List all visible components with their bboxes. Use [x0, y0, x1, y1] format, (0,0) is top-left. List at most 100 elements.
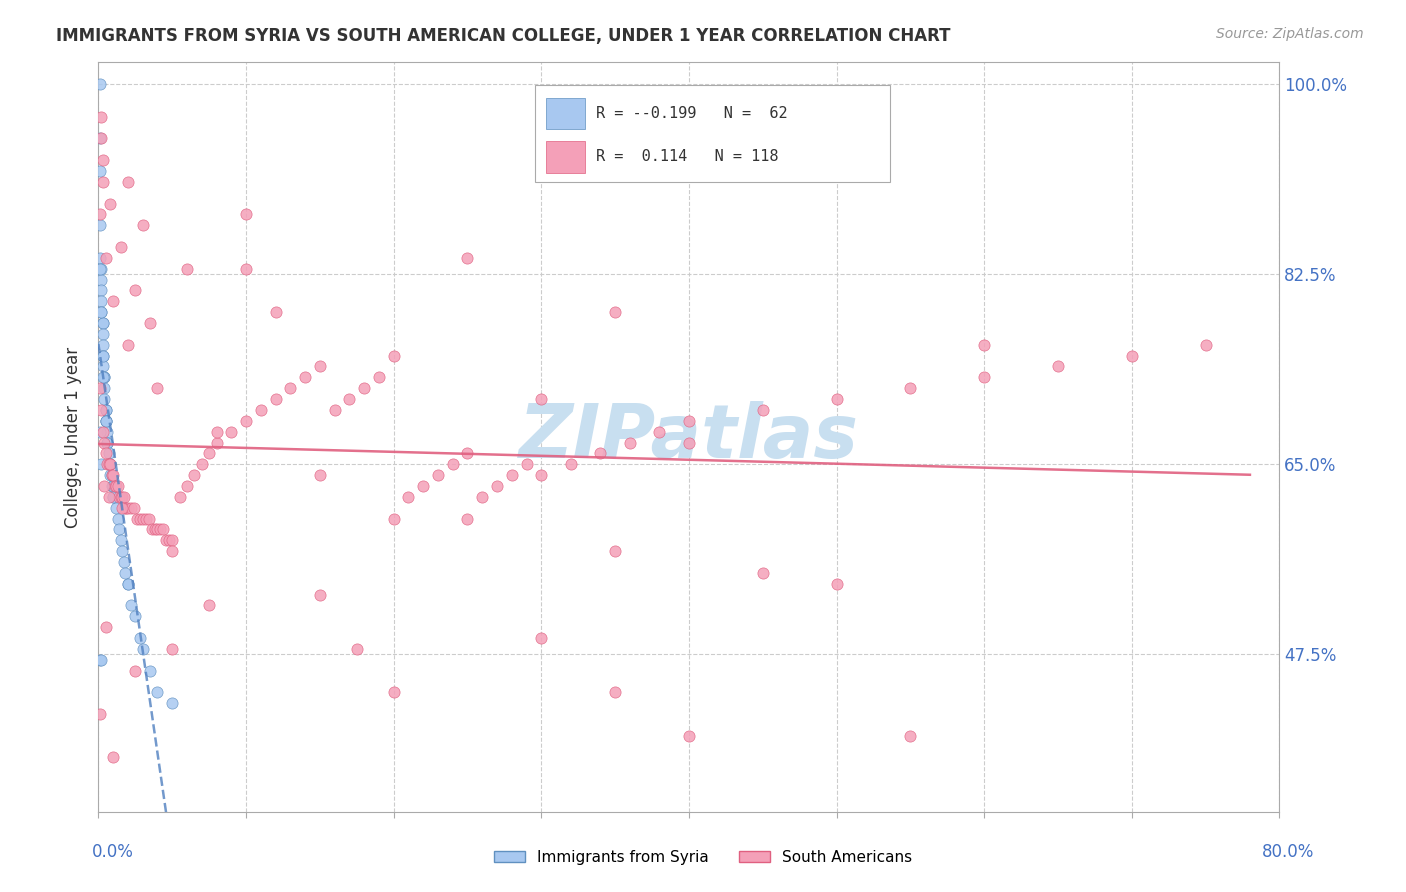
Point — [457, 251, 479, 265]
Point — [91, 359, 114, 374]
Point — [294, 370, 316, 384]
Point — [560, 457, 582, 471]
Point — [441, 457, 464, 471]
Text: 80.0%: 80.0% — [1263, 843, 1315, 861]
Point — [619, 435, 641, 450]
Point — [152, 522, 174, 536]
Point — [94, 403, 117, 417]
Point — [486, 479, 509, 493]
Point — [91, 175, 114, 189]
Point — [89, 131, 111, 145]
Point — [103, 294, 125, 309]
Point — [589, 446, 612, 460]
Point — [94, 414, 117, 428]
Point — [368, 370, 391, 384]
Point — [97, 457, 120, 471]
Point — [89, 425, 111, 439]
Point — [91, 153, 114, 168]
Point — [107, 511, 129, 525]
Y-axis label: College, Under 1 year: College, Under 1 year — [65, 346, 83, 528]
Point — [162, 533, 183, 548]
Point — [90, 284, 112, 298]
Text: 0.0%: 0.0% — [91, 843, 134, 861]
Point — [162, 641, 183, 656]
Point — [96, 457, 118, 471]
Point — [91, 349, 114, 363]
Point — [111, 544, 134, 558]
Point — [108, 490, 131, 504]
Point — [93, 370, 115, 384]
Point — [93, 392, 115, 406]
Point — [97, 446, 120, 460]
Point — [117, 576, 139, 591]
Point — [90, 272, 112, 286]
Point — [93, 479, 115, 493]
Point — [96, 435, 118, 450]
Point — [100, 468, 122, 483]
Point — [353, 381, 375, 395]
Point — [146, 685, 169, 699]
Point — [900, 729, 922, 743]
Point — [678, 414, 700, 428]
Point — [264, 392, 287, 406]
Point — [120, 500, 142, 515]
Point — [91, 316, 114, 330]
Point — [143, 522, 166, 536]
Point — [382, 685, 405, 699]
Legend: Immigrants from Syria, South Americans: Immigrants from Syria, South Americans — [488, 844, 918, 871]
Point — [191, 457, 214, 471]
Point — [235, 414, 257, 428]
Point — [89, 219, 111, 233]
Point — [91, 370, 114, 384]
Point — [90, 261, 112, 276]
Point — [103, 750, 125, 764]
Text: Source: ZipAtlas.com: Source: ZipAtlas.com — [1216, 27, 1364, 41]
Point — [94, 446, 117, 460]
Point — [198, 446, 221, 460]
Point — [117, 500, 139, 515]
Point — [530, 468, 553, 483]
Point — [678, 435, 700, 450]
Point — [124, 284, 146, 298]
Point — [90, 305, 112, 319]
Point — [90, 653, 112, 667]
Point — [97, 457, 120, 471]
Point — [98, 196, 121, 211]
Point — [309, 468, 332, 483]
Point — [382, 511, 405, 525]
Point — [198, 599, 221, 613]
Point — [94, 414, 117, 428]
Point — [90, 403, 112, 417]
Point — [100, 468, 122, 483]
Point — [112, 555, 135, 569]
Point — [94, 403, 117, 417]
Point — [110, 490, 132, 504]
Point — [91, 425, 114, 439]
Point — [900, 381, 922, 395]
Point — [280, 381, 302, 395]
Point — [93, 435, 115, 450]
Point — [93, 381, 115, 395]
Point — [346, 641, 368, 656]
Point — [90, 457, 112, 471]
Point — [98, 457, 121, 471]
Point — [516, 457, 538, 471]
Point — [176, 261, 198, 276]
Point — [117, 175, 139, 189]
Point — [90, 294, 112, 309]
Point — [457, 446, 479, 460]
Point — [146, 381, 169, 395]
Point — [91, 338, 114, 352]
Point — [169, 490, 191, 504]
Point — [221, 425, 243, 439]
Point — [117, 576, 139, 591]
Point — [973, 338, 995, 352]
Text: IMMIGRANTS FROM SYRIA VS SOUTH AMERICAN COLLEGE, UNDER 1 YEAR CORRELATION CHART: IMMIGRANTS FROM SYRIA VS SOUTH AMERICAN … — [56, 27, 950, 45]
Point — [91, 349, 114, 363]
Point — [103, 479, 125, 493]
Point — [530, 392, 553, 406]
Point — [678, 729, 700, 743]
Point — [122, 500, 145, 515]
Point — [89, 653, 111, 667]
Point — [309, 588, 332, 602]
